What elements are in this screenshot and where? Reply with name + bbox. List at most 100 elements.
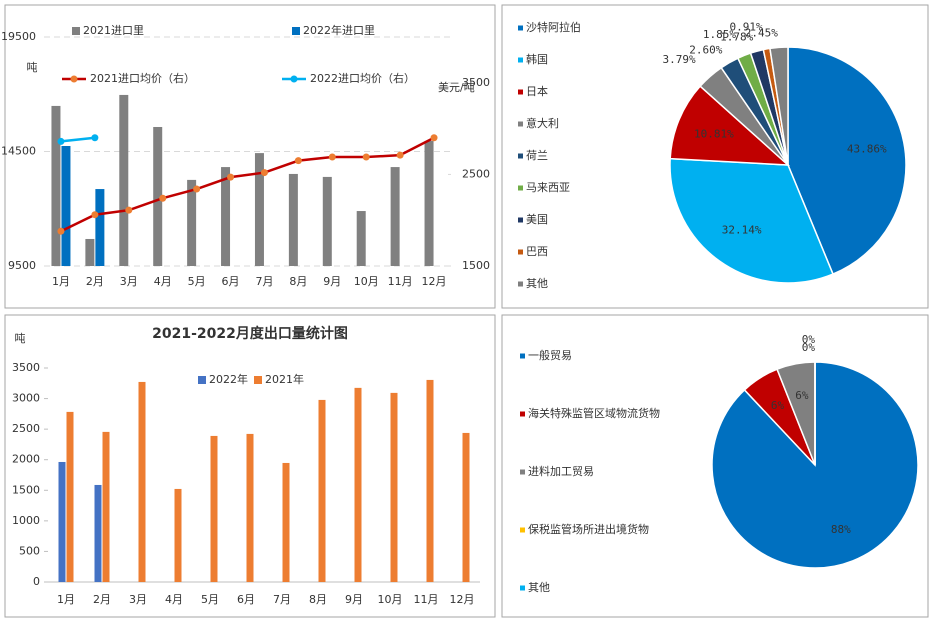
x-tick-label: 9月 (323, 275, 341, 288)
x-tick-label: 8月 (309, 593, 327, 606)
legend-swatch (518, 281, 523, 287)
legend-label: 2021进口里 (83, 24, 144, 37)
bar (390, 167, 400, 266)
data-label: 1.85% (703, 28, 736, 41)
data-label: 0% (802, 341, 816, 354)
legend-label: 韩国 (526, 52, 548, 66)
marker (328, 153, 336, 161)
marker (396, 151, 404, 159)
legend-label: 2021年 (265, 372, 304, 386)
x-tick-label: 10月 (354, 275, 379, 288)
legend-swatch (518, 57, 523, 63)
legend-swatch (518, 217, 523, 223)
legend-label: 2022年进口里 (303, 23, 375, 37)
marker (91, 211, 99, 219)
legend-label: 进料加工贸易 (528, 464, 594, 478)
legend-label: 荷兰 (526, 149, 548, 162)
legend-label: 2022进口均价（右） (310, 71, 415, 85)
bar (51, 105, 61, 266)
y-tick-label: 2500 (12, 422, 40, 435)
x-tick-label: 5月 (201, 593, 219, 606)
line (60, 136, 435, 233)
y-tick-label: 500 (19, 544, 40, 557)
y-tick-label: 3000 (12, 392, 40, 405)
x-tick-label: 6月 (237, 593, 255, 606)
legend-label: 2021进口均价（右） (90, 71, 195, 85)
pie-slice (711, 361, 919, 569)
marker (430, 134, 438, 142)
bar (153, 126, 163, 266)
y-tick-label: 0 (33, 575, 40, 588)
legend-label: 海关特殊监管区域物流货物 (528, 406, 660, 420)
legend-label: 2022年 (209, 372, 248, 386)
bar (138, 381, 146, 582)
bar (221, 167, 231, 266)
bar (174, 488, 182, 582)
x-tick-label: 7月 (273, 593, 291, 606)
legend-swatch (72, 27, 80, 35)
y-tick-label: 3500 (12, 361, 40, 374)
legend-label: 沙特阿拉伯 (526, 20, 581, 34)
legend-label: 马来西亚 (526, 181, 570, 194)
y-tick-label: 19500 (1, 30, 36, 43)
marker (362, 153, 370, 161)
bar (254, 153, 264, 266)
legend-swatch (518, 249, 523, 255)
y-axis-label: 吨 (27, 61, 38, 74)
marker (91, 134, 99, 142)
data-label: 32.14% (722, 223, 762, 236)
bar (390, 392, 398, 582)
y2-tick-label: 3500 (462, 76, 490, 89)
x-tick-label: 11月 (388, 275, 413, 288)
legend-label: 巴西 (526, 245, 548, 258)
marker (57, 137, 65, 145)
pie-slice (769, 46, 789, 166)
bar (426, 379, 434, 582)
legend-label: 一般贸易 (528, 349, 572, 362)
x-tick-label: 1月 (52, 275, 70, 288)
x-tick-label: 3月 (129, 593, 147, 606)
pie-slice (669, 157, 834, 284)
y-tick-label: 1500 (12, 483, 40, 496)
x-tick-label: 5月 (188, 275, 206, 288)
x-tick-label: 4月 (154, 275, 172, 288)
y-tick-label: 1000 (12, 514, 40, 527)
panel (4, 4, 496, 309)
data-label: 2.60% (689, 43, 722, 56)
legend-swatch (518, 89, 523, 95)
legend-swatch (520, 585, 525, 591)
x-tick-label: 12月 (422, 275, 447, 288)
bar (61, 146, 71, 266)
data-label: 0% (802, 333, 816, 346)
bar (354, 387, 362, 582)
legend-label: 美国 (526, 213, 548, 226)
data-label: 88% (831, 523, 851, 536)
data-label: 2.45% (745, 26, 778, 39)
x-tick-label: 2月 (93, 593, 111, 606)
line (60, 136, 96, 143)
legend-swatch (198, 376, 206, 384)
pie-slice (787, 46, 907, 276)
y2-axis-label: 美元/吨 (438, 81, 475, 94)
bar (322, 176, 332, 266)
legend-swatch (254, 376, 262, 384)
y-tick-label: 9500 (8, 259, 36, 272)
legend-label: 保税监管场所进出境货物 (528, 522, 649, 536)
bar (462, 432, 470, 582)
bar (210, 435, 218, 582)
y2-tick-label: 1500 (462, 259, 490, 272)
y-axis-label: 吨 (15, 332, 26, 345)
legend-label: 意大利 (526, 116, 559, 130)
legend-swatch (518, 25, 523, 31)
legend-swatch (518, 185, 523, 191)
data-label: 43.86% (847, 142, 887, 155)
marker (260, 169, 268, 177)
pie-slice (669, 85, 791, 166)
bar (424, 140, 434, 266)
data-label: 10.81% (694, 127, 734, 140)
y-tick-label: 2000 (12, 453, 40, 466)
legend-swatch (292, 27, 300, 35)
bar (85, 238, 95, 266)
x-tick-label: 6月 (222, 275, 240, 288)
